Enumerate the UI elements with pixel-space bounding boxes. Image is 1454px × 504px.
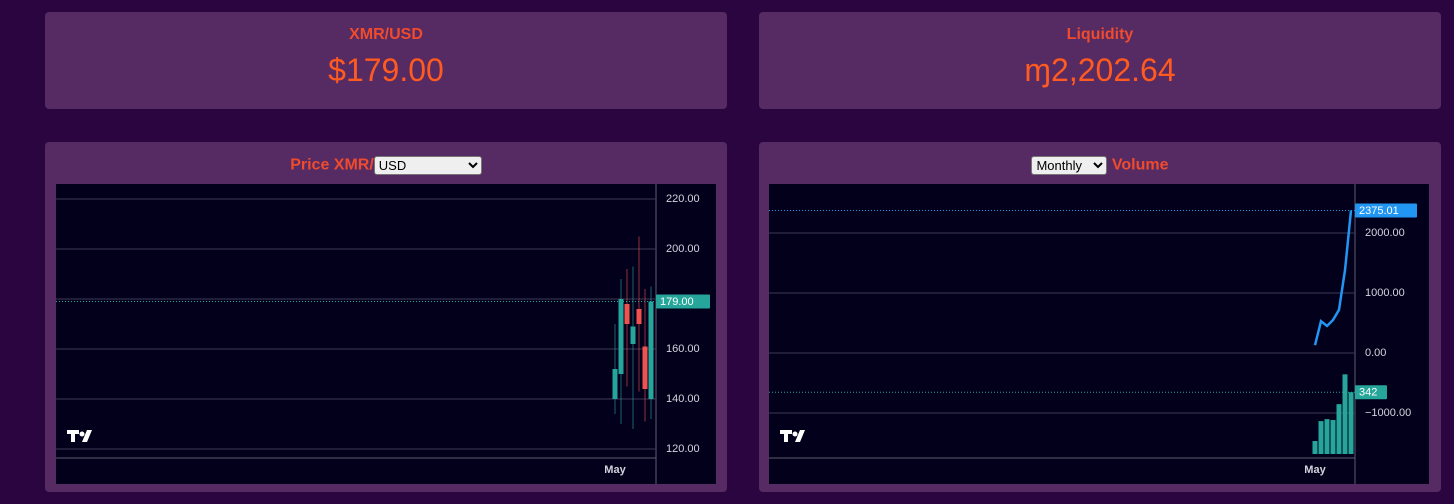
logo (67, 430, 92, 442)
stat-label: XMR/USD (349, 26, 423, 43)
stat-value: ɱ2,202.64 (1024, 52, 1176, 88)
y-tick-label: 1000.00 (1365, 287, 1405, 299)
stat-value: $179.00 (328, 52, 444, 88)
x-tick-label: May (1304, 464, 1326, 476)
volume-bar (1348, 392, 1354, 454)
currency-select[interactable]: USD (373, 156, 482, 175)
y-tick-label: 220.00 (666, 193, 700, 205)
volume-bar (1318, 421, 1324, 454)
y-tick-label: −1000.00 (1365, 407, 1411, 419)
y-tick-label: 160.00 (666, 343, 700, 355)
stat-label: Liquidity (1066, 26, 1134, 43)
last-value-badge (656, 294, 710, 309)
chart-title: Volume (1111, 156, 1169, 174)
x-tick-label: May (604, 464, 626, 476)
candle-body (636, 309, 642, 324)
candle-body (612, 369, 618, 399)
logo (780, 430, 805, 442)
volume-bar (1324, 419, 1330, 454)
line (1313, 210, 1353, 346)
last-value-label: 2375.01 (1359, 205, 1399, 217)
volume-bar (1336, 404, 1342, 454)
stat-card: XMR/USD $179.00 (45, 12, 727, 109)
chart-header: Monthly Volume (759, 156, 1441, 175)
y-tick-label: 0.00 (1365, 347, 1386, 359)
candle-body (618, 299, 624, 374)
last-value-badge (1355, 203, 1417, 218)
period-select[interactable]: Monthly (1031, 156, 1108, 175)
candle-body (624, 304, 630, 324)
last-value-label: 342 (1359, 387, 1377, 399)
last-value-badge (1355, 385, 1387, 400)
y-tick-label: 200.00 (666, 243, 700, 255)
chart-title: Price XMR/ (290, 156, 374, 174)
stat-card: Liquidity ɱ2,202.64 (759, 12, 1441, 109)
volume-bar (1342, 374, 1348, 454)
chart-header: Price XMR/USD (45, 156, 727, 175)
volume-bar (1312, 440, 1318, 454)
y-tick-label: 2000.00 (1365, 227, 1405, 239)
volume-chart: −1000.00 0.00 1000.00 2000.00 May 2375.01 342 (769, 184, 1429, 484)
y-tick-label: 140.00 (666, 393, 700, 405)
candle-body (648, 301, 654, 399)
price-chart: 120.00140.00160.00180.00200.00220.00May1… (56, 184, 716, 484)
volume-bar (1330, 420, 1336, 454)
y-tick-label: 120.00 (666, 443, 700, 455)
last-value-label: 179.00 (660, 296, 694, 308)
candle-body (642, 346, 648, 389)
candle-body (630, 326, 636, 344)
